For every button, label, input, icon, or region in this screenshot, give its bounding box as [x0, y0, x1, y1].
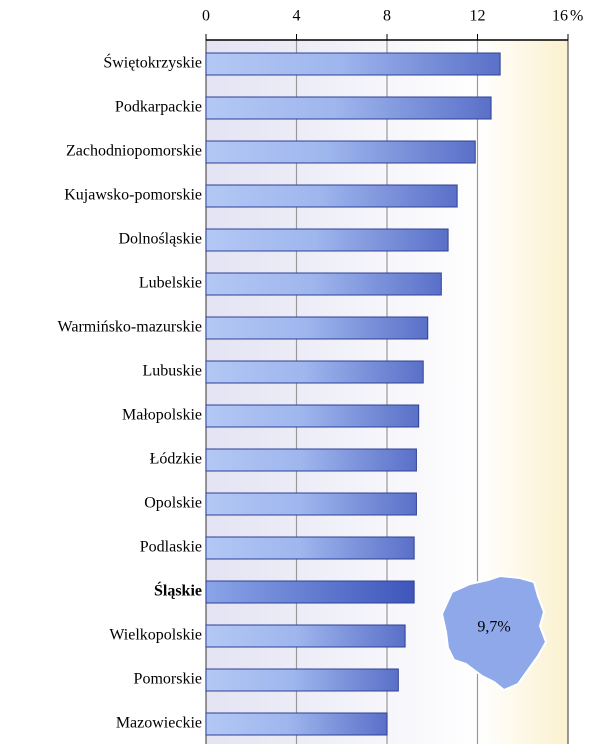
- y-tick-label: Śląskie: [154, 581, 202, 600]
- bar: [205, 228, 449, 252]
- bar: [205, 316, 429, 340]
- bar: [205, 668, 399, 692]
- bar: [205, 184, 458, 208]
- bars: [205, 52, 501, 736]
- bar: [205, 492, 417, 516]
- bar: [205, 140, 476, 164]
- y-tick-label: Kujawsko-pomorskie: [64, 187, 202, 204]
- y-tick-label: Świętokrzyskie: [103, 53, 202, 72]
- bar: [205, 580, 415, 604]
- y-tick-label: Wielkopolskie: [109, 627, 202, 644]
- bar: [205, 712, 388, 736]
- bar: [205, 52, 501, 76]
- x-tick-label: 12: [470, 8, 486, 25]
- y-tick-label: Pomorskie: [134, 671, 202, 688]
- bar: [205, 360, 424, 384]
- y-tick-label: Mazowieckie: [116, 715, 202, 732]
- bar: [205, 272, 442, 296]
- bar: [205, 404, 420, 428]
- y-tick-label: Opolskie: [144, 495, 202, 512]
- y-tick-label: Zachodniopomorskie: [66, 143, 202, 160]
- x-tick-label: 8: [383, 8, 391, 25]
- y-tick-label: Lubelskie: [139, 275, 202, 292]
- y-tick-label: Podkarpackie: [115, 99, 202, 116]
- x-tick-label: 16: [552, 8, 568, 25]
- y-tick-label: Warmińsko-mazurskie: [58, 319, 202, 336]
- y-tick-label: Lubuskie: [142, 363, 202, 380]
- y-tick-label: Dolnośląskie: [118, 231, 202, 248]
- bar: [205, 536, 415, 560]
- x-tick-label: 4: [293, 8, 301, 25]
- y-tick-label: Podlaskie: [140, 539, 202, 556]
- y-tick-label: Łódzkie: [150, 451, 202, 468]
- x-axis-unit: %: [570, 8, 583, 25]
- x-tick-label: 0: [202, 8, 210, 25]
- annotation: 9,7%: [477, 619, 510, 636]
- bar: [205, 624, 406, 648]
- bar: [205, 96, 492, 120]
- map-of-poland: [440, 574, 548, 692]
- y-tick-label: Małopolskie: [122, 407, 202, 424]
- bar: [205, 448, 417, 472]
